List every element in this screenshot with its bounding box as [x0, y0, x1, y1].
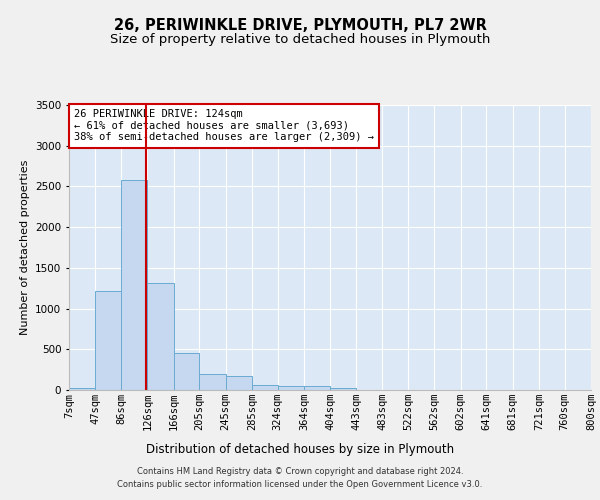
Text: Contains public sector information licensed under the Open Government Licence v3: Contains public sector information licen…: [118, 480, 482, 489]
Bar: [226, 376, 252, 390]
Bar: [95, 290, 121, 390]
Bar: [173, 352, 199, 390]
Text: 26, PERIWINKLE DRIVE, PLYMOUTH, PL7 2WR: 26, PERIWINKLE DRIVE, PLYMOUTH, PL7 2WR: [113, 18, 487, 32]
Bar: [304, 386, 331, 390]
Bar: [278, 386, 304, 390]
Text: Size of property relative to detached houses in Plymouth: Size of property relative to detached ho…: [110, 32, 490, 46]
Text: 26 PERIWINKLE DRIVE: 124sqm
← 61% of detached houses are smaller (3,693)
38% of : 26 PERIWINKLE DRIVE: 124sqm ← 61% of det…: [74, 110, 374, 142]
Bar: [331, 388, 356, 390]
Bar: [121, 180, 148, 390]
Y-axis label: Number of detached properties: Number of detached properties: [20, 160, 29, 335]
Bar: [148, 284, 173, 390]
Bar: [252, 384, 278, 390]
Text: Contains HM Land Registry data © Crown copyright and database right 2024.: Contains HM Land Registry data © Crown c…: [137, 467, 463, 476]
Text: Distribution of detached houses by size in Plymouth: Distribution of detached houses by size …: [146, 442, 454, 456]
Bar: [199, 374, 226, 390]
Bar: [69, 388, 95, 390]
